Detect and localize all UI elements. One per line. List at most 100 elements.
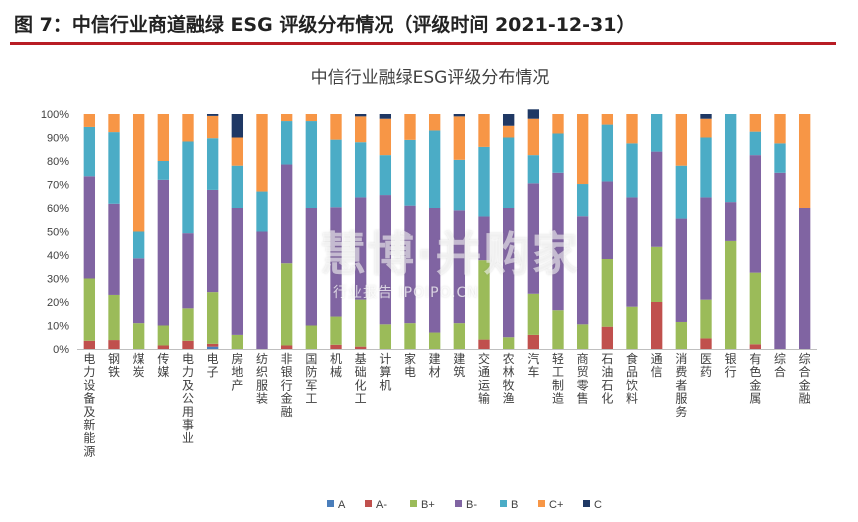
bar-segment: [749, 114, 762, 132]
bar-segment: [83, 340, 96, 349]
bar-segment: [108, 203, 120, 295]
bar-segment: [256, 114, 268, 192]
bar-segment: [354, 142, 367, 198]
bar-segment: [576, 216, 589, 325]
bar-segment: [502, 337, 515, 349]
bar-segment: [256, 191, 268, 232]
bar-segment: [453, 116, 466, 160]
bar-segment: [206, 138, 219, 190]
y-tick-label: 40%: [47, 250, 69, 262]
x-tick-label: 钢铁: [108, 352, 120, 379]
bar-segment: [700, 197, 712, 300]
x-tick-label: 电力设备及新能源: [83, 352, 95, 458]
bar-segment: [552, 114, 564, 134]
x-tick-label: 交通运输: [478, 351, 490, 406]
bar-segment: [280, 114, 293, 122]
bar-segment: [280, 121, 293, 165]
bar-segment: [182, 141, 194, 234]
x-tick-label: 通信: [651, 352, 663, 379]
x-tick-label: 综合金融: [799, 352, 811, 406]
legend-label: B-: [466, 499, 477, 511]
bar-segment: [354, 299, 367, 347]
bar-segment: [330, 114, 342, 140]
bar-segment: [527, 293, 540, 335]
x-tick-label: 农林牧渔: [503, 352, 515, 406]
bar-segment: [231, 137, 244, 166]
bar-segment: [552, 310, 564, 349]
bar-segment: [428, 130, 441, 208]
legend-label: A: [338, 499, 346, 511]
bar-segment: [108, 114, 120, 133]
bar-segment: [404, 205, 416, 324]
bar-segment: [83, 126, 96, 177]
bar-segment: [650, 302, 663, 349]
bar-segment: [182, 233, 194, 309]
legend: A A- B+ B- B C+ C: [327, 499, 602, 511]
x-tick-label: 电子: [207, 352, 219, 379]
figure-title: 图 7：中信行业商道融绿 ESG 评级分布情况（评级时间 2021-12-31）: [14, 14, 636, 36]
bar-segment: [502, 114, 515, 126]
bar-segment: [280, 263, 293, 346]
bar-segment: [478, 114, 490, 147]
title-rule: [10, 42, 836, 45]
bar-segment: [798, 208, 811, 349]
x-tick-label: 国防军工: [305, 352, 317, 406]
bar-segment: [157, 345, 170, 349]
x-tick-label: 非银行金融: [281, 352, 293, 419]
bar-segment: [724, 240, 737, 349]
bar-segment: [231, 334, 244, 349]
legend-swatch: [410, 500, 417, 507]
bar-segment: [305, 325, 318, 349]
x-tick-label: 机械: [330, 352, 342, 379]
bar-segment: [527, 109, 540, 119]
bar-segment: [576, 324, 589, 349]
bar-segment: [626, 143, 638, 198]
bar-segment: [206, 189, 219, 293]
bar-segment: [675, 218, 688, 322]
bar-segment: [206, 114, 219, 116]
bar-segment: [749, 344, 762, 349]
bar-segment: [626, 306, 638, 349]
bar-segment: [552, 172, 564, 311]
x-tick-label: 房地产: [231, 351, 243, 392]
bar-segment: [132, 114, 145, 232]
x-tick-label: 汽车: [527, 351, 539, 379]
bar-segment: [354, 116, 367, 143]
bar-segment: [798, 114, 811, 208]
x-tick-label: 消费者服务: [675, 352, 687, 419]
y-tick-label: 10%: [47, 321, 69, 333]
bar-segment: [601, 181, 614, 259]
chart-title: 中信行业融绿ESG评级分布情况: [311, 68, 550, 88]
x-tick-label: 石油石化: [601, 352, 613, 406]
x-tick-label: 基础化工: [355, 352, 367, 406]
bar-segment: [700, 118, 712, 138]
bar-segment: [774, 114, 786, 144]
bar-segment: [280, 164, 293, 264]
y-tick-label: 90%: [47, 133, 69, 145]
bar-segment: [404, 114, 416, 140]
bar-segment: [231, 208, 244, 335]
bar-segment: [675, 165, 688, 219]
x-tick-label: 医药: [700, 352, 712, 379]
bar-segment: [404, 323, 416, 349]
y-tick-label: 20%: [47, 297, 69, 309]
legend-label: C+: [549, 499, 563, 511]
y-tick-label: 70%: [47, 180, 69, 192]
x-tick-label: 建材: [429, 352, 441, 379]
bar-segment: [305, 121, 318, 208]
bar-segment: [206, 292, 219, 344]
bar-segment: [83, 176, 96, 279]
bar-segment: [650, 114, 663, 152]
x-tick-label: 电力及公用事业: [182, 352, 194, 445]
bar-segment: [132, 323, 145, 349]
bar-segment: [502, 208, 515, 338]
y-axis: 0% 10% 20% 30% 40% 50% 60% 70% 80% 90% 100%: [41, 109, 69, 356]
bar-segment: [330, 207, 342, 317]
bar-segment: [132, 231, 145, 259]
bar-segment: [453, 114, 466, 117]
bar-segment: [182, 308, 194, 341]
bars-group: [83, 109, 811, 349]
legend-swatch: [583, 500, 590, 507]
bar-segment: [157, 179, 170, 326]
